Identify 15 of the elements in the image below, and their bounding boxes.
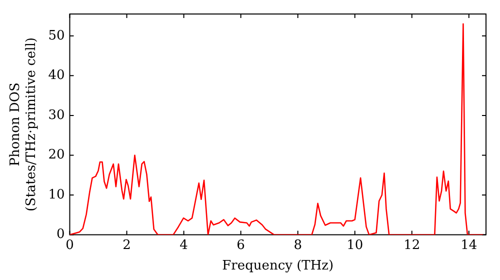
x-tick-label: 10 (346, 238, 364, 253)
x-axis-title: Frequency (THz) (222, 258, 334, 274)
x-tick-label: 8 (294, 238, 302, 253)
y-tick-label: 50 (48, 28, 65, 44)
y-axis-title: Phonon DOS (States/THz·primitive cell) (8, 37, 39, 212)
x-tick-label: 14 (460, 238, 478, 253)
x-tick-label: 6 (236, 238, 245, 253)
y-tick-label: 10 (48, 187, 65, 202)
x-tick-label: 12 (404, 238, 420, 253)
x-tick-label: 4 (180, 238, 188, 253)
y-tick-label: 20 (48, 148, 65, 163)
x-tick-label: 2 (122, 238, 131, 253)
y-tick-label: 40 (48, 68, 65, 84)
y-tick-label: 30 (48, 108, 65, 123)
y-tick-label: 0 (56, 227, 65, 242)
